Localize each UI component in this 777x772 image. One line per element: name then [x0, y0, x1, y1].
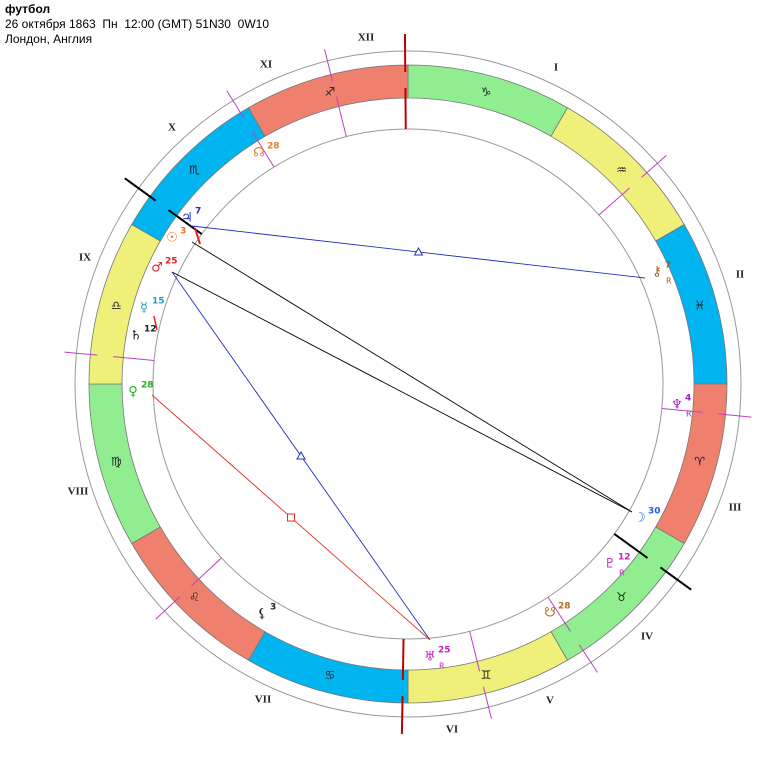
planet-glyph: ♆ — [671, 398, 683, 413]
aspect-line — [192, 242, 632, 512]
sign-glyph: ♍ — [111, 455, 122, 469]
house-cusp — [156, 597, 180, 620]
planet-retrograde: R — [619, 569, 625, 578]
sign-glyph: ♒ — [616, 163, 627, 177]
sign-glyph: ♌ — [189, 590, 200, 604]
planet-degree: 15 — [152, 297, 165, 307]
chart-place: Лондон, Англия — [5, 32, 92, 46]
house-number: X — [168, 122, 176, 134]
planet-glyph: ♄ — [130, 329, 142, 344]
aspect-symbol — [288, 514, 295, 521]
house-number: V — [546, 695, 554, 707]
planet-degree: 12 — [618, 553, 631, 563]
planet-glyph: ⚷ — [652, 265, 662, 280]
sign-glyph: ♐ — [324, 85, 335, 99]
planet-glyph: ♃ — [181, 211, 193, 226]
sign-segment — [249, 65, 409, 136]
planet-glyph: ☋ — [544, 606, 556, 621]
house-cusp — [192, 558, 222, 586]
sign-segment — [408, 65, 568, 136]
planet-glyph: ⚸ — [257, 607, 267, 622]
chart-details: 26 октября 1863 Пн 12:00 (GMT) 51N30 0W1… — [5, 17, 269, 31]
house-number: IX — [79, 252, 91, 264]
angle-axis — [402, 696, 403, 734]
house-number: VIII — [68, 486, 89, 498]
aspect-line — [172, 272, 632, 512]
planet-degree: 4 — [685, 394, 691, 404]
sign-segment — [89, 384, 160, 544]
sign-segment — [656, 225, 727, 385]
sign-glyph: ♈ — [694, 455, 705, 469]
aspect-symbol — [297, 452, 305, 459]
house-number: VII — [255, 694, 272, 706]
house-number: IV — [641, 631, 653, 643]
planet-degree: 3 — [270, 603, 276, 613]
house-number: XI — [260, 59, 272, 71]
planet-degree: 25 — [438, 646, 451, 656]
sign-segment — [656, 384, 727, 544]
planet-glyph: ☽ — [634, 511, 646, 526]
angle-axis — [660, 567, 691, 589]
sign-glyph: ♓ — [694, 298, 705, 312]
planet-degree: 30 — [648, 507, 661, 517]
sign-glyph: ♉ — [616, 590, 627, 604]
house-number: I — [554, 62, 558, 74]
planet-retrograde: R — [686, 410, 692, 419]
planet-glyph: ♀ — [128, 385, 138, 400]
sign-glyph: ♊ — [481, 668, 492, 682]
house-number: XII — [358, 32, 375, 44]
planet-degree: 28 — [267, 142, 280, 152]
inner-circle — [153, 129, 663, 639]
house-cusp — [642, 155, 667, 177]
planet-degree: 7 — [195, 207, 201, 217]
planet-degree: 3 — [180, 227, 186, 237]
planet-degree: 28 — [558, 602, 571, 612]
sign-glyph: ♋ — [324, 668, 335, 682]
angle-axis — [125, 178, 156, 200]
planet-glyph: ☊ — [253, 146, 265, 161]
angle-axis — [403, 639, 404, 680]
house-cusp — [227, 90, 244, 118]
sign-glyph: ♑ — [481, 85, 492, 99]
chart-title: футбол — [5, 2, 50, 16]
planet-degree: 12 — [144, 325, 157, 335]
planet-degree: 28 — [141, 381, 154, 391]
planet-retrograde: R — [666, 277, 672, 286]
planet-glyph: ♅ — [424, 650, 436, 665]
house-number: VI — [446, 724, 458, 736]
planet-glyph: ☿ — [140, 301, 148, 316]
outer-circle — [75, 51, 741, 717]
planet-glyph: ♂ — [151, 261, 163, 276]
sign-glyph: ♎ — [111, 298, 122, 312]
planet-degree: 25 — [165, 257, 178, 267]
planet-glyph: ♇ — [604, 557, 616, 572]
sign-glyph: ♏ — [189, 163, 200, 177]
house-number: II — [736, 269, 745, 281]
planet-degree: 7 — [665, 261, 671, 271]
house-cusp — [599, 188, 630, 215]
planet-retrograde: R — [439, 662, 445, 671]
house-number: III — [729, 502, 742, 514]
planet-glyph: ☉ — [166, 231, 178, 246]
